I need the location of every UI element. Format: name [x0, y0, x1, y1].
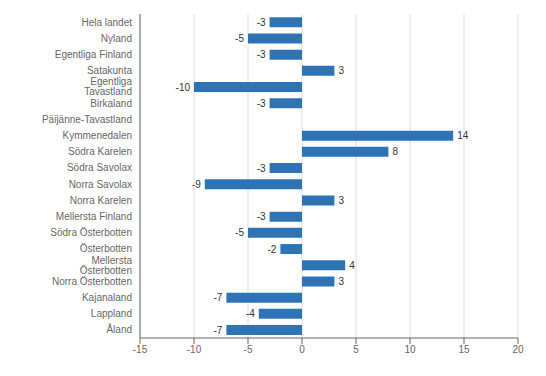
svg-text:-5: -5 [244, 344, 253, 355]
svg-text:-5: -5 [235, 33, 244, 44]
svg-text:-7: -7 [213, 325, 222, 336]
svg-text:Norra Savolax: Norra Savolax [69, 179, 132, 190]
svg-text:Kymmenedalen: Kymmenedalen [63, 130, 132, 141]
svg-text:Päijänne-Tavastland: Päijänne-Tavastland [42, 114, 132, 125]
svg-text:EgentligaTavastland: EgentligaTavastland [84, 76, 132, 97]
svg-text:10: 10 [404, 344, 416, 355]
svg-text:-3: -3 [257, 49, 266, 60]
svg-text:-3: -3 [257, 17, 266, 28]
svg-text:-10: -10 [176, 82, 191, 93]
svg-text:Hela landet: Hela landet [81, 17, 132, 28]
svg-text:-9: -9 [192, 179, 201, 190]
svg-text:0: 0 [299, 344, 305, 355]
svg-text:Södra Savolax: Södra Savolax [67, 162, 132, 173]
svg-text:Mellersta Finland: Mellersta Finland [56, 211, 132, 222]
svg-text:5: 5 [353, 344, 359, 355]
svg-text:Södra Karelen: Södra Karelen [68, 146, 132, 157]
svg-text:-15: -15 [133, 344, 148, 355]
svg-text:Lappland: Lappland [91, 308, 132, 319]
svg-text:-4: -4 [246, 308, 255, 319]
svg-text:Nyland: Nyland [101, 33, 132, 44]
svg-text:Södra Österbotten: Södra Österbotten [50, 227, 132, 238]
svg-text:20: 20 [512, 344, 524, 355]
svg-text:-3: -3 [257, 98, 266, 109]
svg-text:-3: -3 [257, 163, 266, 174]
svg-text:MellerstaÖsterbotten: MellerstaÖsterbotten [80, 255, 133, 276]
svg-text:3: 3 [338, 195, 344, 206]
svg-text:Satakunta: Satakunta [87, 65, 132, 76]
svg-text:8: 8 [392, 146, 398, 157]
svg-text:-10: -10 [187, 344, 202, 355]
svg-text:-7: -7 [213, 292, 222, 303]
svg-text:3: 3 [338, 65, 344, 76]
svg-text:-5: -5 [235, 227, 244, 238]
svg-text:Birkaland: Birkaland [90, 98, 132, 109]
svg-text:-2: -2 [267, 244, 276, 255]
svg-text:Egentliga Finland: Egentliga Finland [55, 49, 132, 60]
svg-text:4: 4 [349, 260, 355, 271]
svg-text:Norra Karelen: Norra Karelen [70, 195, 132, 206]
svg-text:15: 15 [458, 344, 470, 355]
svg-text:Kajanaland: Kajanaland [82, 292, 132, 303]
svg-text:-3: -3 [257, 211, 266, 222]
svg-text:Norra Österbotten: Norra Österbotten [52, 276, 132, 287]
svg-text:3: 3 [338, 276, 344, 287]
svg-text:Österbotten: Österbotten [80, 243, 132, 254]
svg-text:14: 14 [457, 130, 469, 141]
svg-text:Åland: Åland [106, 323, 132, 335]
